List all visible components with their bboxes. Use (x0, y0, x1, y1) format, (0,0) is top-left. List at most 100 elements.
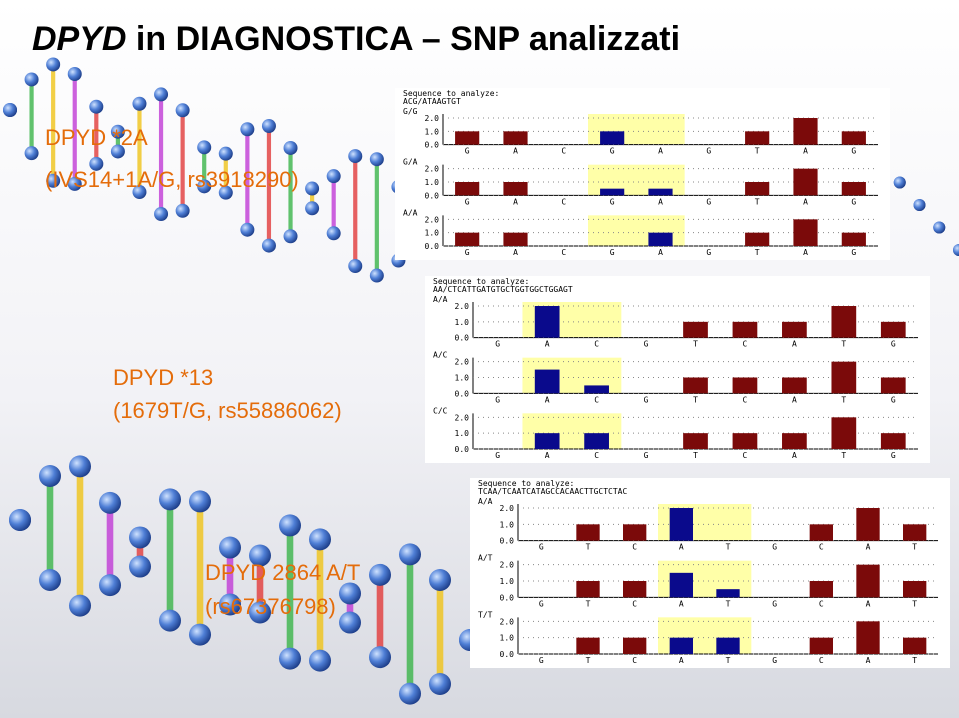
peak-bar (732, 321, 758, 338)
title-rest: in DIAGNOSTICA – SNP analizzati (126, 20, 680, 58)
backbone-ball (89, 156, 104, 171)
backbone-ball (129, 526, 151, 549)
backbone-ball (9, 509, 31, 531)
genotype-label: C/C (433, 406, 448, 415)
base-label: A (679, 656, 684, 665)
genotype-label: A/C (433, 351, 448, 360)
section-detail: (1679T/G, rs55886062) (113, 398, 342, 423)
base-label: G (891, 395, 896, 404)
base-label: A (803, 248, 808, 257)
y-tick-label: 0.0 (455, 334, 470, 343)
base-label: G (644, 451, 649, 460)
peak-bar (623, 524, 647, 541)
peak-bar (793, 118, 818, 145)
backbone-ball (99, 491, 121, 514)
backbone-ball (39, 464, 61, 487)
peak-bar (648, 232, 673, 246)
base-label: G (539, 543, 544, 552)
base-label: T (912, 656, 917, 665)
base-label: C (632, 656, 637, 665)
peak-bar (841, 131, 866, 145)
base-label: G (851, 197, 856, 206)
y-tick-label: 1.0 (455, 374, 470, 383)
backbone-ball (913, 199, 926, 211)
backbone-ball (399, 682, 421, 705)
base-label: A (866, 656, 871, 665)
base-label: A (545, 395, 550, 404)
genotype-label: T/T (478, 610, 493, 619)
peak-bar (534, 369, 560, 394)
base-label: C (594, 451, 599, 460)
backbone-ball (189, 623, 211, 646)
backbone-ball (46, 173, 61, 188)
peak-bar (856, 564, 880, 598)
base-label: G (610, 147, 615, 156)
base-label: A (513, 147, 518, 156)
base-label: A (792, 451, 797, 460)
peak-bar (716, 589, 740, 598)
peak-bar (782, 433, 807, 449)
genotype-label: G/A (403, 158, 418, 167)
y-tick-label: 1.0 (425, 127, 440, 136)
y-tick-label: 0.0 (425, 141, 440, 150)
base-label: C (561, 248, 566, 257)
backbone-ball (305, 181, 320, 196)
backbone-ball (24, 146, 39, 161)
y-tick-label: 0.0 (455, 389, 470, 398)
base-label: A (803, 147, 808, 156)
backbone-ball (953, 244, 959, 256)
base-label: A (866, 599, 871, 608)
backbone-ball (348, 258, 363, 273)
base-label: G (706, 147, 711, 156)
base-label: A (866, 543, 871, 552)
backbone-ball (429, 568, 451, 591)
backbone-ball (24, 72, 39, 87)
base-label: T (912, 599, 917, 608)
backbone-ball (309, 528, 331, 551)
base-label: T (841, 340, 846, 349)
base-label: G (465, 248, 470, 257)
base-label: A (658, 248, 663, 257)
y-tick-label: 1.0 (425, 229, 440, 238)
y-tick-label: 2.0 (455, 302, 470, 311)
base-label: A (803, 197, 808, 206)
peak-bar (455, 232, 480, 246)
base-label: C (819, 543, 824, 552)
peak-bar (831, 306, 857, 338)
y-tick-label: 2.0 (425, 165, 440, 174)
dna-decoration (3, 57, 959, 705)
base-label: G (495, 451, 500, 460)
peak-bar (831, 361, 857, 394)
backbone-ball (279, 514, 301, 537)
backbone-ball (218, 146, 233, 161)
peak-bar (793, 168, 818, 196)
backbone-ball (46, 57, 61, 72)
genotype-label: G/G (403, 107, 418, 116)
backbone-ball (933, 221, 946, 234)
peak-bar (503, 182, 528, 196)
y-tick-label: 1.0 (425, 178, 440, 187)
base-label: A (513, 248, 518, 257)
sequence: TCAA/TCAATCATAGCCACAACTTGCTCTAC (478, 487, 627, 496)
y-tick-label: 1.0 (455, 429, 470, 438)
peak-bar (856, 508, 880, 541)
base-label: A (545, 451, 550, 460)
section-label: DPYD *2A (45, 125, 148, 150)
base-label: G (851, 248, 856, 257)
backbone-ball (132, 185, 147, 200)
peak-bar (903, 637, 927, 654)
backbone-ball (219, 536, 241, 559)
y-tick-label: 1.0 (500, 577, 515, 586)
genotype-label: A/T (478, 554, 493, 563)
peak-bar (745, 131, 770, 145)
y-tick-label: 2.0 (500, 561, 515, 570)
backbone-ball (3, 103, 17, 117)
y-tick-label: 2.0 (455, 358, 470, 367)
y-tick-label: 2.0 (500, 504, 515, 513)
peak-bar (623, 581, 647, 598)
base-label: T (693, 451, 698, 460)
peak-bar (576, 524, 600, 541)
peak-bar (716, 637, 740, 654)
peak-bar (503, 232, 528, 246)
